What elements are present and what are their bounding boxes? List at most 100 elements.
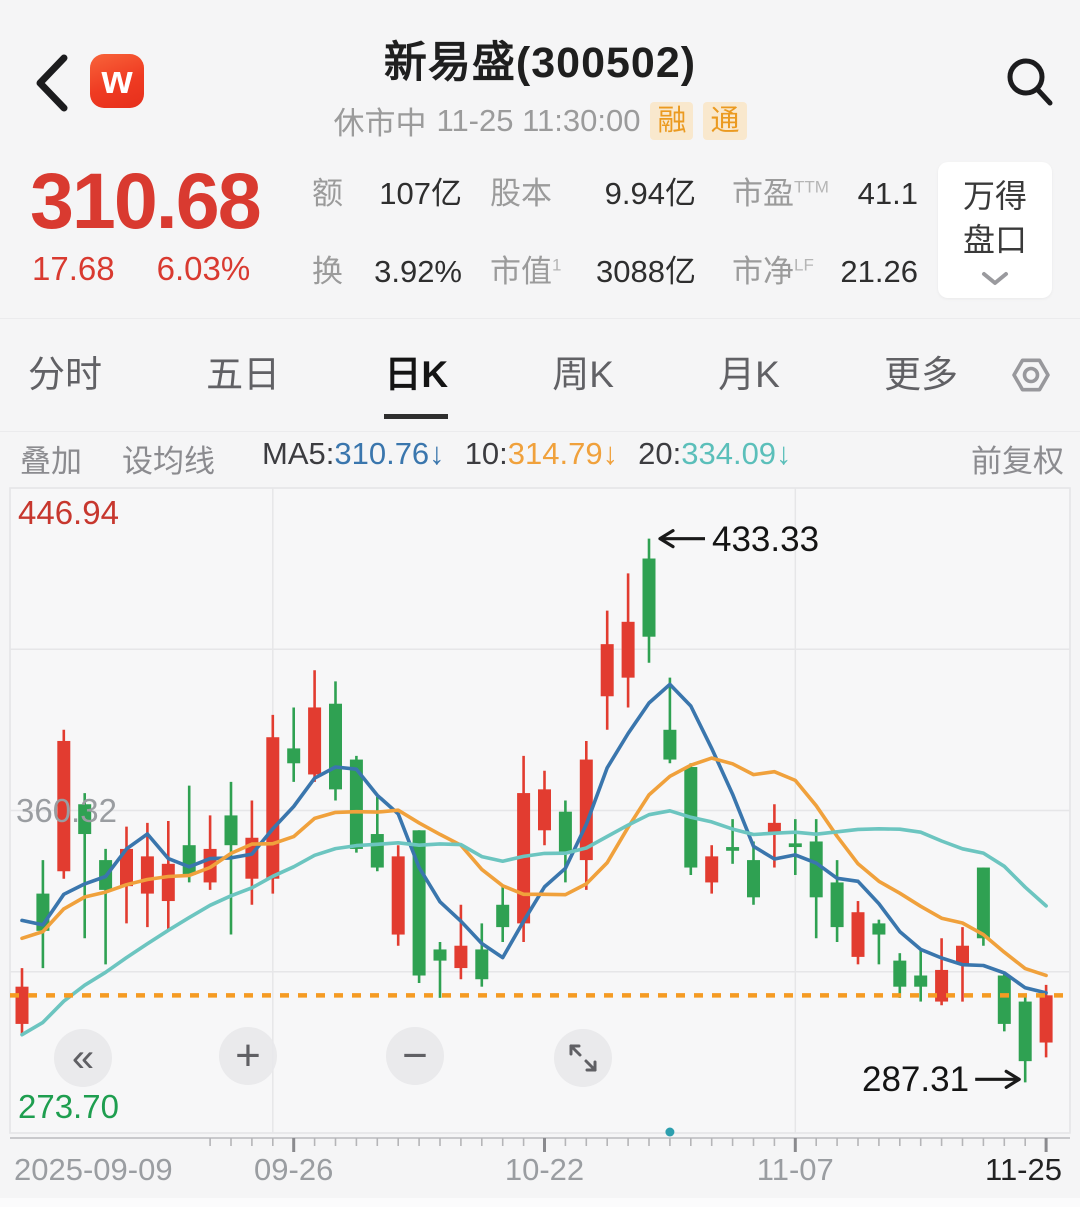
adjust-mode-control[interactable]: 前复权 [971, 444, 1064, 479]
candle-body [224, 815, 238, 846]
chart-settings-icon[interactable] [1004, 348, 1058, 402]
high-annotation-arrowhead [658, 529, 675, 549]
page-title: 新易盛(300502) [383, 39, 697, 87]
wind-order-book-button[interactable]: 万得 盘口 [938, 162, 1052, 298]
candle-body [517, 793, 531, 924]
candle-body [914, 975, 928, 987]
stat-cell: 额 107亿 [312, 168, 462, 211]
candle-body [36, 893, 50, 931]
market-status-row: 休市中 11-25 11:30:00 融 通 [0, 98, 1080, 143]
market-status: 休市中 [333, 106, 427, 141]
search-icon[interactable] [1000, 52, 1060, 112]
stat-value: 3088亿 [596, 254, 696, 289]
ma-item: 20:334.09↓ [638, 436, 792, 471]
candle-body [976, 867, 990, 939]
zoom-out-button[interactable]: − [386, 1027, 444, 1085]
chevron-down-icon [982, 272, 1008, 285]
candle-body [140, 856, 154, 894]
quote-datetime: 11-25 11:30:00 [436, 102, 641, 138]
candle-body [15, 986, 29, 1024]
date-label: 2025-09-09 [14, 1152, 173, 1187]
stat-value: 9.94亿 [604, 176, 696, 211]
tab-更多[interactable]: 更多 [883, 354, 958, 395]
price-change: 17.68 [32, 250, 115, 287]
low-price-annotation: 287.31 [862, 1060, 970, 1099]
tabs-container: 分时 五日 日K 周K 月K 更多 [28, 344, 958, 419]
rewind-button[interactable]: « [54, 1029, 112, 1087]
overlay-control[interactable]: 叠加 [20, 444, 82, 479]
candle-body [747, 860, 760, 898]
stat-label: 股本 [490, 176, 552, 211]
candle-body [120, 848, 133, 887]
tab-月K[interactable]: 月K [718, 354, 780, 395]
stat-cell: 市值1 3088亿 [490, 246, 696, 289]
high-price-annotation: 433.33 [712, 520, 820, 559]
rewind-icon: « [71, 1035, 95, 1080]
stat-column: 额 107亿换 3.92% [312, 168, 462, 289]
x-axis-date-labels: 2025-09-09 09-26 10-22 11-07 11-25 [0, 1152, 1080, 1192]
candle-body [935, 969, 949, 1002]
stat-value: 3.92% [374, 254, 462, 289]
candle-body [642, 558, 656, 637]
stat-cell: 换 3.92% [312, 246, 462, 289]
stat-cell: 股本 9.94亿 [490, 168, 696, 211]
stat-cell: 市净LF 21.26 [732, 246, 918, 289]
candle-body [579, 759, 593, 861]
stat-column: 市盈TTM 41.1 市净LF 21.26 [732, 168, 918, 289]
zoom-in-button[interactable]: + [219, 1027, 277, 1085]
stat-label: 额 [312, 176, 343, 211]
low-annotation-arrowhead [1004, 1069, 1021, 1089]
set-ma-control[interactable]: 设均线 [122, 444, 215, 479]
tab-五日[interactable]: 五日 [206, 354, 281, 395]
tab-分时[interactable]: 分时 [28, 354, 102, 395]
candle-body [308, 707, 322, 775]
candle-body [621, 621, 635, 678]
stat-label: 市盈TTM [732, 176, 829, 211]
candle-body [558, 811, 572, 853]
candle-body [600, 644, 614, 697]
candle-body [767, 822, 781, 835]
chart-period-tabbar: 分时 五日 日K 周K 月K 更多 [0, 330, 1080, 430]
margin-badge: 融 [650, 101, 694, 140]
ma-indicator-bar: 叠加 设均线 MA5:310.76↓ 10:314.79↓ 20:334.09↓ 前… [0, 436, 1080, 482]
date-label: 09-26 [254, 1152, 334, 1187]
candle-body [893, 960, 907, 987]
tab-日K[interactable]: 日K [384, 344, 449, 419]
price-change-pct: 6.03% [156, 250, 251, 287]
candle-body [287, 748, 301, 764]
stat-value: 107亿 [379, 176, 462, 211]
stat-value: 41.1 [857, 176, 918, 211]
tab-周K[interactable]: 周K [552, 354, 614, 395]
bottom-strip [0, 1198, 1080, 1207]
candle-body [538, 789, 551, 831]
candle-body [496, 904, 510, 928]
candle-body [182, 845, 196, 875]
candle-body [1018, 1001, 1032, 1062]
candle-body [475, 949, 489, 980]
candle-body [391, 856, 405, 935]
y-axis-max-label: 446.94 [18, 494, 119, 531]
date-label: 10-22 [504, 1152, 585, 1187]
event-dot [665, 1127, 675, 1137]
candle-body [705, 856, 719, 883]
candle-body [830, 882, 844, 928]
stat-label: 换 [312, 254, 343, 289]
stat-column: 股本 9.94亿市值1 3088亿 [490, 168, 696, 289]
minus-icon: − [402, 1031, 428, 1080]
candle-body [161, 863, 175, 902]
stat-label: 市值1 [490, 254, 562, 289]
stat-value: 21.26 [840, 254, 918, 289]
divider [0, 431, 1080, 432]
candle-body [454, 945, 468, 969]
date-label: 11-07 [756, 1152, 834, 1187]
candle-body [370, 834, 384, 868]
candle-body [956, 945, 969, 965]
panel-button-line1: 万得 [962, 178, 1027, 214]
y-axis-min-label: 273.70 [18, 1088, 119, 1125]
date-label: 11-25 [985, 1152, 1062, 1187]
expand-button[interactable] [554, 1029, 612, 1087]
divider [0, 318, 1080, 319]
candle-body [851, 912, 865, 957]
candle-body [349, 759, 363, 849]
back-icon[interactable] [30, 52, 74, 114]
